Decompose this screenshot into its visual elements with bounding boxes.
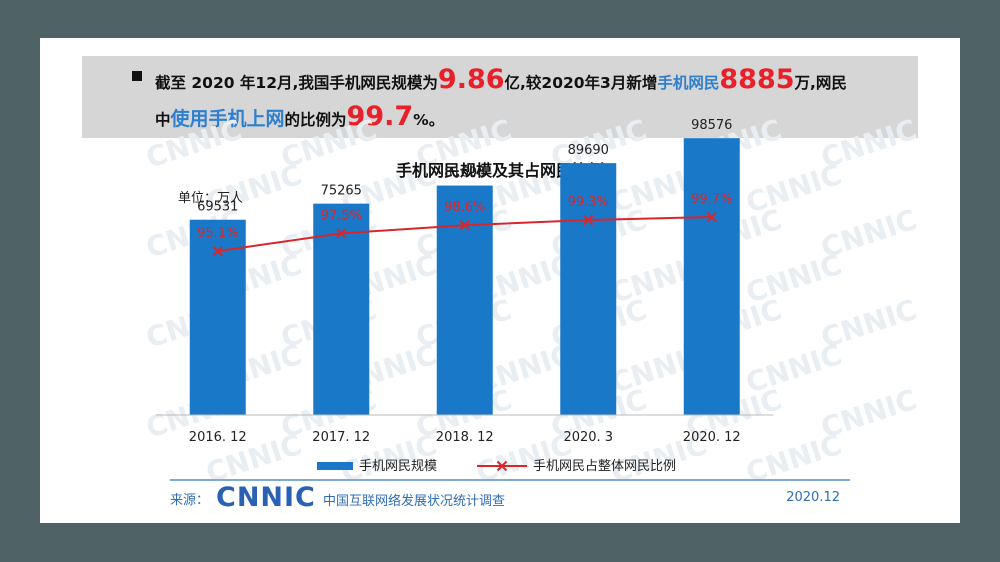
summary-line-1: 截至 2020 年12月,我国手机网民规模为9.86亿,较2020年3月新增手机…: [155, 64, 847, 95]
source-bar: 来源： CNNIC 中国互联网络发展状况统计调查 2020.12: [170, 479, 850, 515]
summary-line-2: 中使用手机上网的比例为99.7%。: [155, 101, 444, 132]
mobile-users-total: 9.86: [437, 64, 505, 95]
new-mobile-users: 8885: [719, 64, 795, 95]
ratio-label: 99.3%: [568, 195, 609, 210]
source-date: 2020.12: [786, 490, 840, 505]
x-tick-label: 2020. 12: [683, 430, 741, 445]
line2-mid: 的比例为: [284, 111, 347, 129]
line2-prefix: 中: [155, 111, 171, 129]
line1-highlight: 手机网民: [657, 74, 720, 92]
legend-bar-swatch: [317, 462, 353, 470]
ratio-label: 99.7%: [691, 192, 732, 207]
ratio-label: 95.1%: [197, 226, 238, 241]
bar: [436, 185, 493, 415]
ratio-marker: [459, 219, 470, 231]
legend-line-marker: [496, 460, 508, 472]
line1-prefix: 截至 2020 年12月,我国手机网民规模为: [155, 74, 438, 92]
bar: [560, 163, 617, 415]
mobile-ratio-value: 99.7: [346, 101, 414, 132]
cnnic-logo: CNNIC: [216, 482, 316, 513]
watermark-text: CNNIC: [142, 113, 246, 175]
chart-title: 手机网民规模及其占网民比例: [396, 161, 604, 180]
bar: [313, 203, 370, 415]
line2-highlight: 使用手机上网: [170, 108, 285, 130]
bar-value-label: 75265: [321, 184, 362, 199]
ratio-marker: [212, 245, 223, 257]
ratio-marker: [583, 214, 594, 226]
legend-bar-label: 手机网民规模: [359, 459, 437, 474]
slide: 截至 2020 年12月,我国手机网民规模为9.86亿,较2020年3月新增手机…: [40, 38, 960, 523]
bar: [683, 138, 740, 415]
x-tick-label: 2017. 12: [312, 430, 370, 445]
bar-value-label: 89690: [568, 143, 609, 158]
line1-mid: 亿,较2020年3月新增: [504, 74, 658, 92]
bar-value-label: 81698: [444, 166, 485, 181]
ratio-label: 97.5%: [321, 208, 362, 223]
ratio-marker: [706, 211, 717, 223]
line2-suffix: %。: [413, 111, 445, 129]
source-label: 来源：: [170, 493, 210, 508]
x-tick-label: 2016. 12: [189, 430, 247, 445]
bar-value-label: 98576: [691, 118, 732, 133]
ratio-label: 98.6%: [444, 200, 485, 215]
line1-suffix: 万,网民: [794, 74, 847, 92]
summary-banner: 截至 2020 年12月,我国手机网民规模为9.86亿,较2020年3月新增手机…: [82, 56, 918, 138]
source-org: 中国互联网络发展状况统计调查: [323, 494, 506, 509]
unit-label: 单位：万人: [178, 191, 243, 206]
bar-value-label: 69531: [197, 200, 238, 215]
x-tick-label: 2020. 3: [563, 430, 613, 445]
legend-line-label: 手机网民占整体网民比例: [533, 459, 676, 474]
bullet-square-icon: [132, 71, 142, 81]
ratio-marker: [336, 228, 347, 239]
x-tick-label: 2018. 12: [436, 430, 494, 445]
